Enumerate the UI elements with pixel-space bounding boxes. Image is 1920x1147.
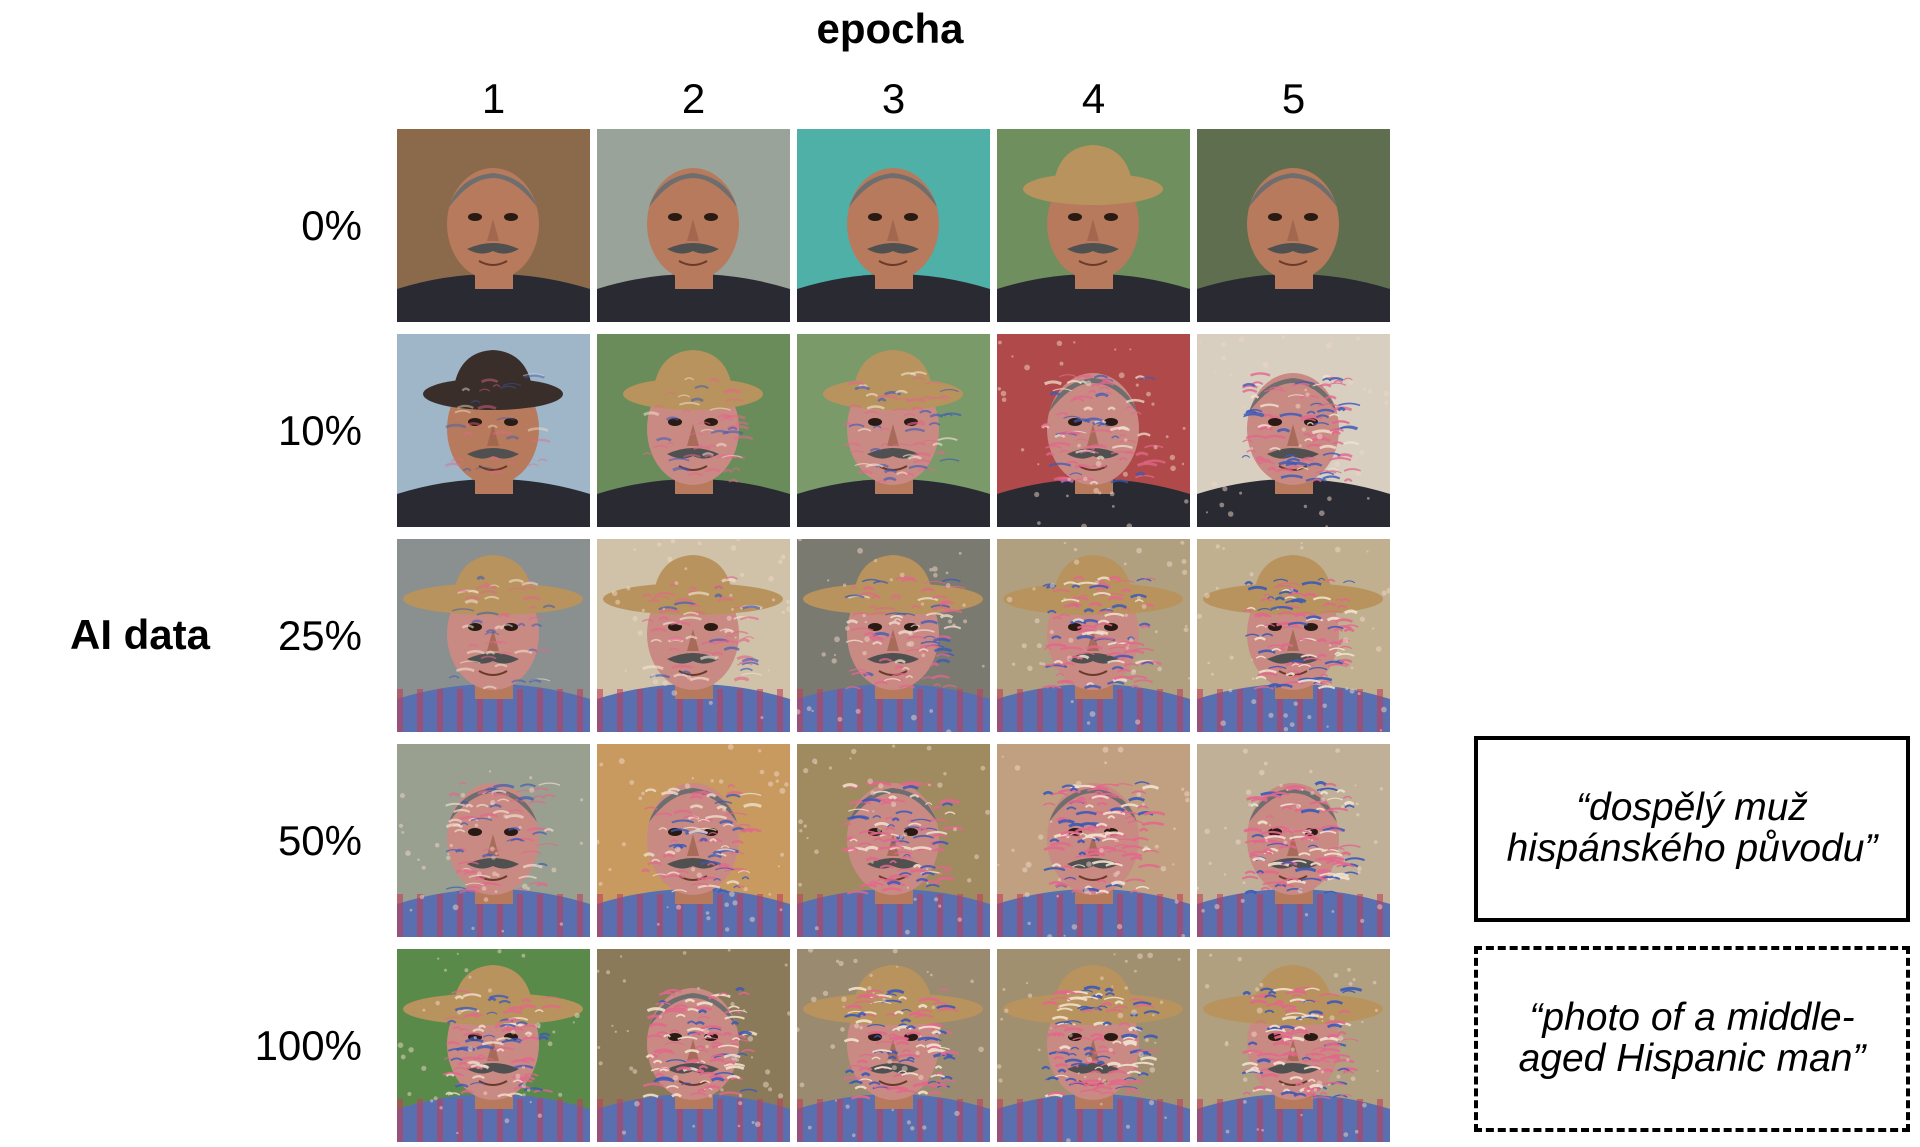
portrait-image-row3-col1	[397, 744, 590, 937]
portrait-image-row2-col5	[1197, 539, 1390, 732]
column-label-3: 3	[881, 75, 906, 122]
column-label-2: 2	[681, 75, 706, 122]
column-label-1: 1	[481, 75, 506, 122]
ai-data-axis-title: AI data	[69, 611, 211, 658]
portrait-image-row2-col2	[597, 539, 790, 732]
portrait-image-row0-col1	[397, 129, 590, 322]
portrait-image-row3-col4	[997, 744, 1190, 937]
portrait-image-row3-col5	[1197, 744, 1390, 937]
prompt-box-english: “photo of a middle-aged Hispanic man”	[1474, 946, 1910, 1132]
prompt-box-czech: “dospělý muž hispánského původu”	[1474, 736, 1910, 922]
row-label-0: 0%	[301, 202, 362, 249]
portrait-image-row2-col1	[397, 539, 590, 732]
prompt-text-english: “photo of a middle-aged Hispanic man”	[1518, 996, 1866, 1080]
portrait-image-row3-col3	[797, 744, 990, 937]
portrait-image-row2-col3	[797, 539, 990, 732]
prompt-text-czech: “dospělý muž hispánského původu”	[1506, 786, 1878, 870]
portrait-image-row1-col2	[597, 334, 790, 527]
portrait-image-row0-col3	[797, 129, 990, 322]
column-label-5: 5	[1281, 75, 1306, 122]
portrait-image-row0-col2	[597, 129, 790, 322]
row-label-3: 50%	[277, 817, 362, 864]
portrait-image-row0-col4	[997, 129, 1190, 322]
portrait-image-row4-col5	[1197, 949, 1390, 1142]
portrait-image-row2-col4	[997, 539, 1190, 732]
portrait-image-row4-col1	[397, 949, 590, 1142]
portrait-image-row1-col4	[997, 334, 1190, 527]
portrait-image-row4-col2	[597, 949, 790, 1142]
portrait-image-row1-col5	[1197, 334, 1390, 527]
portrait-image-row0-col5	[1197, 129, 1390, 322]
row-label-2: 25%	[277, 612, 362, 659]
portrait-image-row1-col3	[797, 334, 990, 527]
epoch-axis-title: epocha	[816, 5, 964, 52]
row-label-4: 100%	[254, 1022, 362, 1069]
portrait-image-row3-col2	[597, 744, 790, 937]
portrait-image-row4-col4	[997, 949, 1190, 1142]
portrait-image-row4-col3	[797, 949, 990, 1142]
row-label-1: 10%	[277, 407, 362, 454]
portrait-image-row1-col1	[397, 334, 590, 527]
column-label-4: 4	[1081, 75, 1106, 122]
